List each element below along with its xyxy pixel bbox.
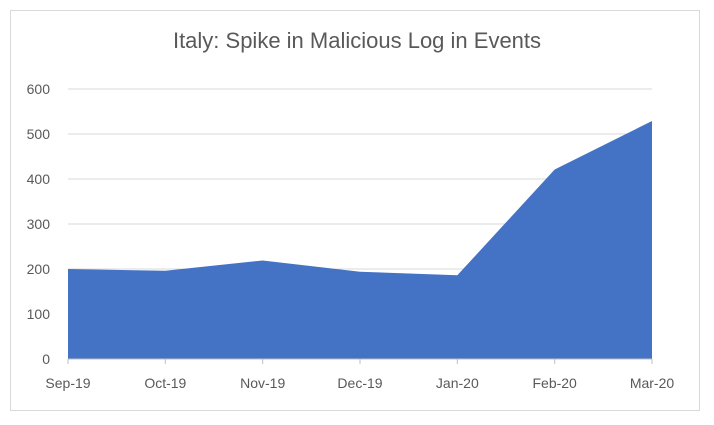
area-series — [68, 120, 652, 359]
x-tick-label: Nov-19 — [240, 375, 285, 391]
chart-title: Italy: Spike in Malicious Log in Events — [172, 28, 542, 53]
y-tick-label: 400 — [27, 171, 51, 187]
x-axis — [67, 358, 653, 364]
x-tick-label: Oct-19 — [144, 375, 186, 391]
y-tick-label: 600 — [27, 81, 51, 97]
x-tick-label: Feb-20 — [532, 375, 577, 391]
y-tick-label: 300 — [27, 216, 51, 232]
y-tick-label: 100 — [27, 306, 51, 322]
x-axis-ticks: Sep-19 Oct-19 Nov-19 Dec-19 Jan-20 Feb-20 Mar-… — [45, 375, 674, 391]
y-tick-label: 0 — [42, 351, 50, 367]
x-tick-label: Sep-19 — [45, 375, 90, 391]
y-axis-ticks: 0 100 200 300 400 500 600 — [27, 81, 51, 367]
x-tick-label: Mar-20 — [630, 375, 675, 391]
y-tick-label: 200 — [27, 261, 51, 277]
area-fill — [68, 120, 652, 359]
x-tick-label: Dec-19 — [337, 375, 382, 391]
y-tick-label: 500 — [27, 126, 51, 142]
x-tick-label: Jan-20 — [436, 375, 479, 391]
